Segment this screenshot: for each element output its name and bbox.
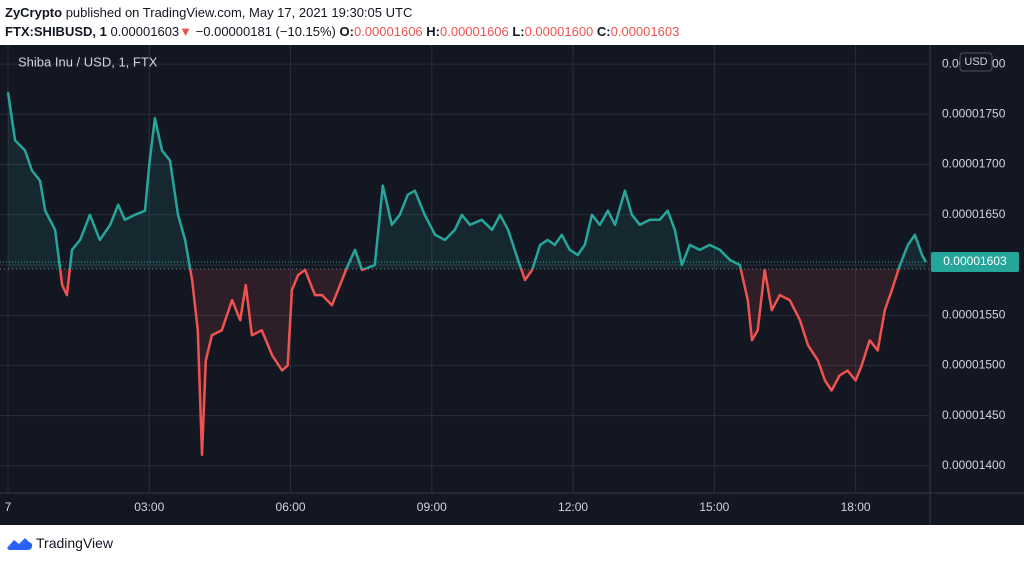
price-line-series	[6, 92, 927, 457]
y-tick-label: 0.00001550	[942, 307, 1006, 321]
l-label: L:	[512, 24, 525, 39]
logo	[7, 538, 33, 550]
published: published on TradingView.com, May 17, 20…	[65, 5, 413, 20]
x-tick-label: 7	[5, 500, 12, 514]
legend: Shiba Inu / USD, 1, FTX	[18, 54, 158, 69]
y-tick-label: 0.00001500	[942, 358, 1006, 372]
x-tick-label: 09:00	[417, 500, 447, 514]
low: 0.00001600	[524, 24, 594, 39]
y-tick-label: 0.00001650	[942, 207, 1006, 221]
y-tick-label: 0.00001750	[942, 106, 1006, 120]
x-tick-label: 18:00	[841, 500, 871, 514]
currency-badge-box	[959, 52, 993, 72]
currency-badge: USD	[964, 56, 987, 68]
author: ZyCrypto	[5, 5, 63, 20]
brand: TradingView	[36, 535, 114, 551]
x-tick-label: 12:00	[558, 500, 588, 514]
change: −0.00000181 (−10.15%)	[195, 24, 336, 39]
y-tick-label: 0.00001400	[942, 458, 1006, 472]
symbol: FTX:SHIBUSD, 1	[5, 24, 107, 39]
x-tick-label: 06:00	[276, 500, 306, 514]
arrow: ▼	[179, 24, 193, 39]
x-tick-label: 15:00	[699, 500, 729, 514]
price-label-box	[931, 251, 1019, 272]
open: 0.00001606	[353, 24, 423, 39]
chart: 0.00001400 0.00001450 0.00001500 0.00001550…	[0, 45, 1024, 525]
header-line-1: ZyCrypto published on TradingView.com, M…	[5, 5, 412, 20]
y-tick-label: 0.00001700	[942, 157, 1006, 171]
x-tick-label: 03:00	[134, 500, 164, 514]
o-label: O:	[339, 24, 354, 39]
y-tick-label: 0.00001450	[942, 408, 1006, 422]
high: 0.00001606	[440, 24, 509, 39]
close: 0.00001603	[610, 24, 680, 39]
h-label: H:	[426, 24, 440, 39]
price-label: 0.00001603	[943, 254, 1007, 268]
header-line-2: FTX:SHIBUSD, 1 0.00001603▼ −0.00000181 (…	[5, 24, 679, 39]
last: 0.00001603	[110, 24, 180, 39]
c-label: C:	[596, 24, 611, 39]
